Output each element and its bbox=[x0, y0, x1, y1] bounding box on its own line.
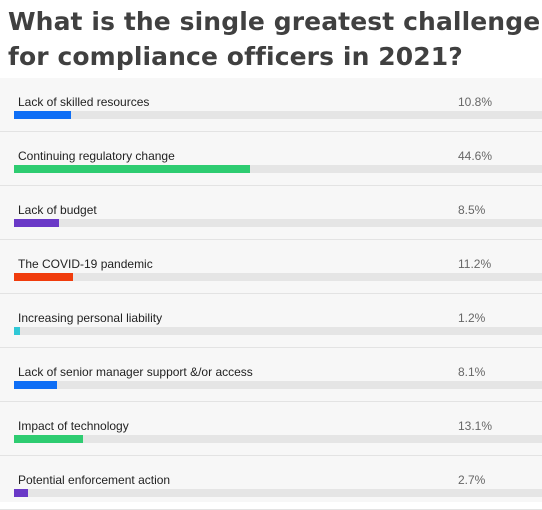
value-label: 44.6% bbox=[458, 149, 493, 163]
chart-row: Impact of technology 13.1% bbox=[0, 402, 542, 456]
bar-track bbox=[14, 219, 542, 227]
value-label: 10.8% bbox=[458, 95, 493, 109]
bar-track bbox=[14, 435, 542, 443]
bar bbox=[14, 489, 29, 497]
bar-track bbox=[14, 327, 542, 335]
category-label: Increasing personal liability bbox=[18, 311, 163, 325]
chart-row: Lack of budget 8.5% bbox=[0, 186, 542, 240]
bar bbox=[14, 435, 84, 443]
chart-row: Increasing personal liability 1.2% bbox=[0, 294, 542, 348]
chart-row: Lack of skilled resources 10.8% bbox=[0, 78, 542, 132]
value-label: 13.1% bbox=[458, 419, 493, 433]
bar bbox=[14, 327, 21, 335]
bar bbox=[14, 273, 74, 281]
value-label: 8.1% bbox=[458, 365, 486, 379]
chart-row: Continuing regulatory change 44.6% bbox=[0, 132, 542, 186]
bar-track bbox=[14, 489, 542, 497]
category-label: Lack of skilled resources bbox=[18, 95, 150, 109]
chart-title-line-2: for compliance officers in 2021? bbox=[8, 42, 463, 71]
chart-row: The COVID-19 pandemic 11.2% bbox=[0, 240, 542, 294]
category-label: The COVID-19 pandemic bbox=[18, 257, 153, 271]
bar bbox=[14, 165, 250, 173]
category-label: Lack of budget bbox=[18, 203, 97, 217]
category-label: Continuing regulatory change bbox=[18, 149, 175, 163]
chart-row: Lack of senior manager support &/or acce… bbox=[0, 348, 542, 402]
category-label: Impact of technology bbox=[18, 419, 129, 433]
chart-title: What is the single greatest challenge fo… bbox=[0, 0, 542, 74]
value-label: 1.2% bbox=[458, 311, 486, 325]
category-label: Potential enforcement action bbox=[18, 473, 171, 487]
bar-chart: Lack of skilled resources 10.8% Continuing… bbox=[0, 78, 542, 510]
bar-track bbox=[14, 111, 542, 119]
category-label: Lack of senior manager support &/or acce… bbox=[18, 365, 253, 379]
bar-track bbox=[14, 165, 542, 173]
value-label: 2.7% bbox=[458, 473, 486, 487]
bar bbox=[14, 111, 71, 119]
bar bbox=[14, 219, 59, 227]
bar-track bbox=[14, 381, 542, 389]
value-label: 8.5% bbox=[458, 203, 486, 217]
value-label: 11.2% bbox=[458, 257, 492, 271]
bar bbox=[14, 381, 57, 389]
bar-track bbox=[14, 273, 542, 281]
chart-title-line-1: What is the single greatest challenge bbox=[8, 7, 541, 36]
